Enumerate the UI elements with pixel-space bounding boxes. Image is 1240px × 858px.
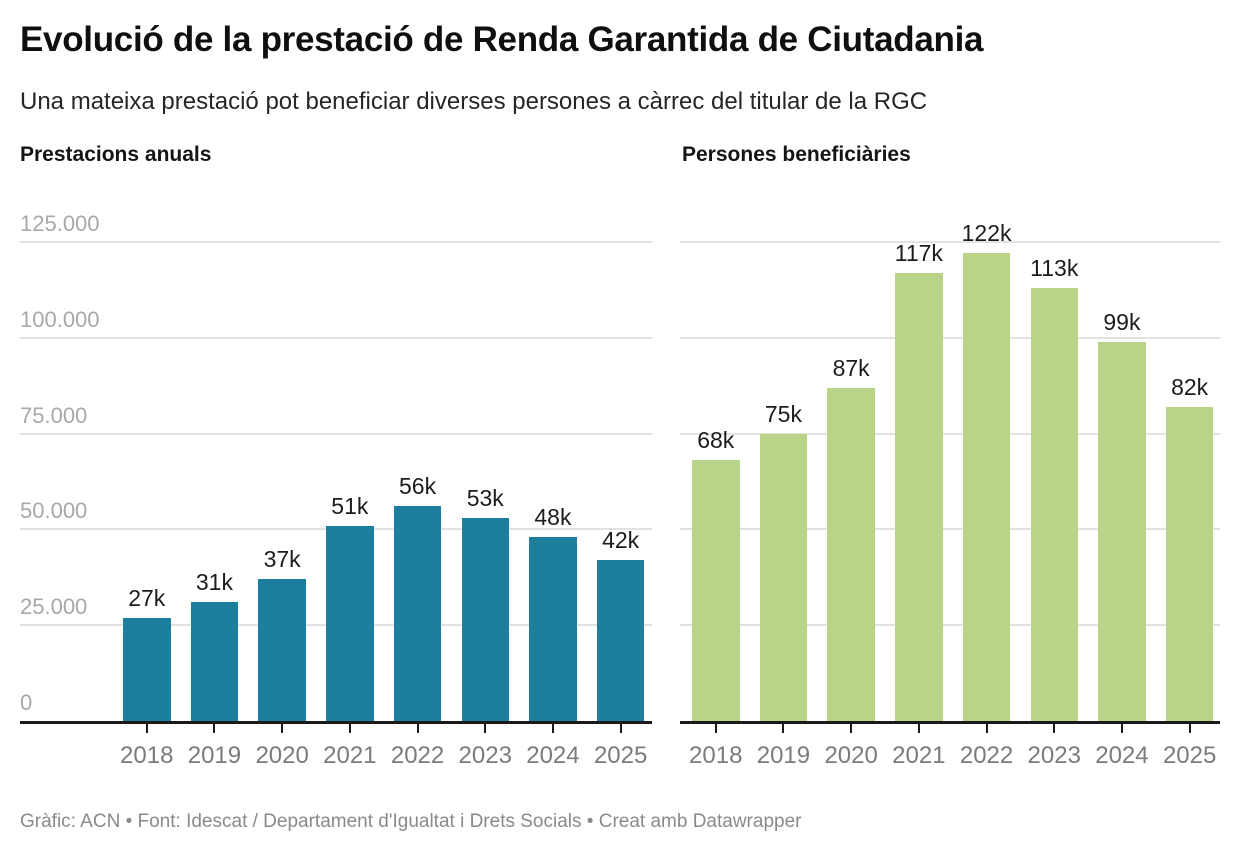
bar-value-label-2021: 51k — [331, 492, 369, 519]
x-axis-label-2025: 2025 — [593, 742, 648, 769]
bar-value-label-2020: 87k — [832, 354, 870, 381]
gridline-25000 — [680, 624, 1220, 627]
x-axis-tick-2021 — [917, 724, 920, 733]
bar-2022 — [962, 253, 1011, 721]
x-axis-label-2019: 2019 — [187, 742, 242, 769]
x-axis-tick-2020 — [850, 724, 853, 733]
bar-value-label-2022: 122k — [961, 220, 1012, 247]
x-axis-label-2023: 2023 — [458, 742, 512, 769]
gridline-75000 — [680, 432, 1220, 435]
x-axis-tick-2018 — [714, 724, 717, 733]
bar-value-label-2019: 75k — [764, 400, 802, 427]
bar-value-label-2018: 68k — [697, 427, 735, 454]
panel-title-prestacions: Prestacions anuals — [20, 143, 212, 166]
gridline-100000 — [680, 336, 1220, 339]
gridline-50000 — [680, 528, 1220, 531]
gridline-75000 — [20, 432, 652, 435]
x-axis-label-2022: 2022 — [959, 742, 1014, 769]
bar-2021 — [895, 272, 943, 721]
bar-value-label-2024: 48k — [534, 504, 572, 531]
y-axis-label-50000: 50.000 — [20, 498, 88, 524]
bar-2021 — [326, 525, 374, 721]
bar-value-label-2023: 53k — [466, 484, 504, 511]
gridline-100000 — [20, 336, 652, 339]
x-axis-baseline — [20, 721, 652, 724]
x-axis-tick-2021 — [348, 724, 351, 733]
y-axis-label-25000: 25.000 — [20, 594, 88, 620]
bar-2020 — [258, 579, 306, 721]
bar-value-label-2025: 82k — [1171, 373, 1209, 400]
chart-subtitle: Una mateixa prestació pot beneficiar div… — [20, 88, 928, 115]
x-axis-label-2020: 2020 — [824, 742, 878, 769]
x-axis-label-2019: 2019 — [756, 742, 811, 769]
bar-2023 — [1030, 287, 1078, 721]
bar-2022 — [393, 506, 442, 721]
x-axis-label-2018: 2018 — [689, 742, 743, 769]
bar-2024 — [529, 537, 577, 721]
bar-2019 — [759, 433, 808, 721]
y-axis-label-125000: 125.000 — [20, 211, 100, 236]
x-axis-tick-2019 — [782, 724, 785, 733]
x-axis-tick-2020 — [281, 724, 284, 733]
bar-value-label-2020: 37k — [263, 546, 301, 573]
bar-2019 — [190, 602, 239, 721]
bar-2018 — [123, 617, 171, 721]
x-axis-tick-2022 — [416, 724, 419, 733]
x-axis-tick-2024 — [551, 724, 554, 733]
x-axis-label-2024: 2024 — [1095, 742, 1149, 769]
bar-2024 — [1098, 341, 1146, 721]
x-axis-tick-2019 — [213, 724, 216, 733]
bar-value-label-2018: 27k — [128, 584, 166, 611]
bar-2020 — [827, 387, 875, 721]
panel-title-beneficiaries: Persones beneficiàries — [682, 143, 911, 166]
x-axis-tick-2025 — [619, 724, 622, 733]
x-axis-baseline — [680, 721, 1220, 724]
bar-2025 — [596, 560, 645, 721]
gridline-125000 — [20, 241, 652, 243]
x-axis-label-2018: 2018 — [120, 742, 174, 769]
bar-2025 — [1165, 406, 1214, 721]
bar-2023 — [461, 517, 509, 721]
x-axis-tick-2023 — [1053, 724, 1056, 733]
bar-value-label-2023: 113k — [1030, 254, 1079, 281]
bar-2018 — [692, 460, 740, 721]
chart-attribution: Gràfic: ACN • Font: Idescat / Departamen… — [20, 811, 802, 832]
x-axis-label-2023: 2023 — [1027, 742, 1081, 769]
x-axis-label-2020: 2020 — [255, 742, 309, 769]
bar-value-label-2022: 56k — [399, 473, 437, 500]
x-axis-label-2022: 2022 — [390, 742, 445, 769]
y-axis-label-75000: 75.000 — [20, 402, 88, 428]
gridline-125000 — [680, 241, 1220, 243]
bar-value-label-2024: 99k — [1103, 308, 1141, 335]
chart-title: Evolució de la prestació de Renda Garant… — [20, 20, 984, 59]
x-axis-label-2025: 2025 — [1162, 742, 1217, 769]
x-axis-tick-2022 — [985, 724, 988, 733]
x-axis-tick-2025 — [1188, 724, 1191, 733]
x-axis-tick-2023 — [484, 724, 487, 733]
x-axis-label-2021: 2021 — [892, 742, 946, 769]
x-axis-label-2021: 2021 — [323, 742, 377, 769]
x-axis-tick-2024 — [1120, 724, 1123, 733]
x-axis-tick-2018 — [145, 724, 148, 733]
y-axis-label-0: 0 — [20, 690, 33, 715]
bar-value-label-2019: 31k — [195, 569, 233, 596]
x-axis-label-2024: 2024 — [526, 742, 580, 769]
bar-value-label-2025: 42k — [602, 527, 640, 554]
bar-value-label-2021: 117k — [894, 239, 943, 266]
y-axis-label-100000: 100.000 — [20, 306, 100, 332]
